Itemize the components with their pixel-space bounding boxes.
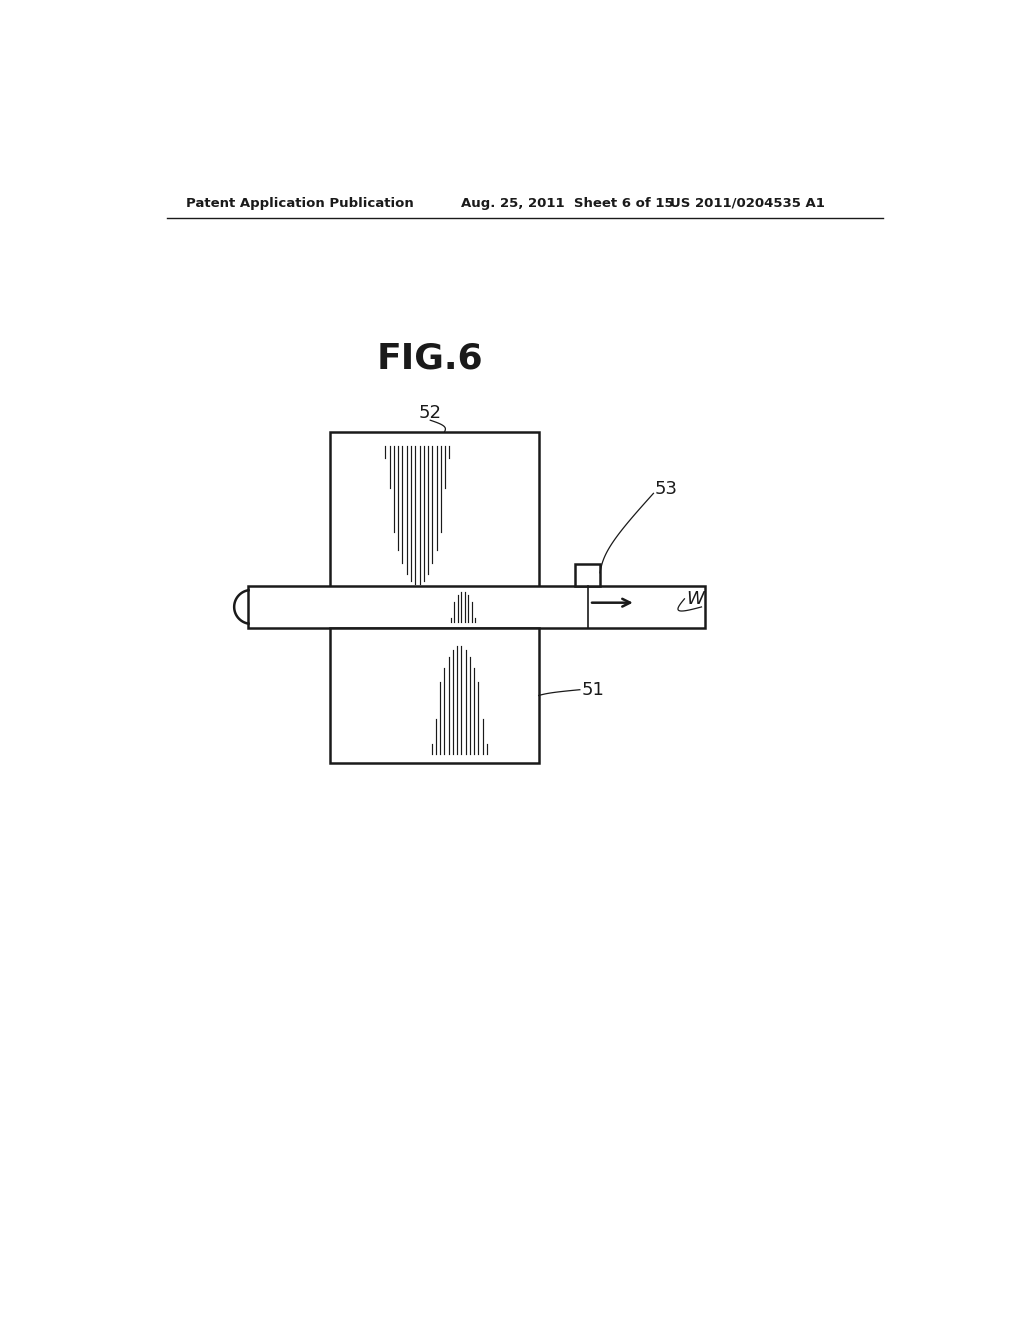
Text: Patent Application Publication: Patent Application Publication — [186, 197, 414, 210]
Bar — [330, 432, 539, 601]
Text: Aug. 25, 2011  Sheet 6 of 15: Aug. 25, 2011 Sheet 6 of 15 — [461, 197, 674, 210]
Text: 52: 52 — [419, 404, 441, 421]
Text: US 2011/0204535 A1: US 2011/0204535 A1 — [671, 197, 825, 210]
Bar — [248, 586, 706, 628]
Text: FIG.6: FIG.6 — [377, 342, 483, 376]
Text: 51: 51 — [582, 681, 604, 698]
Bar — [330, 628, 539, 763]
Bar — [575, 564, 600, 586]
Text: W: W — [686, 590, 703, 607]
Text: 53: 53 — [655, 480, 678, 499]
